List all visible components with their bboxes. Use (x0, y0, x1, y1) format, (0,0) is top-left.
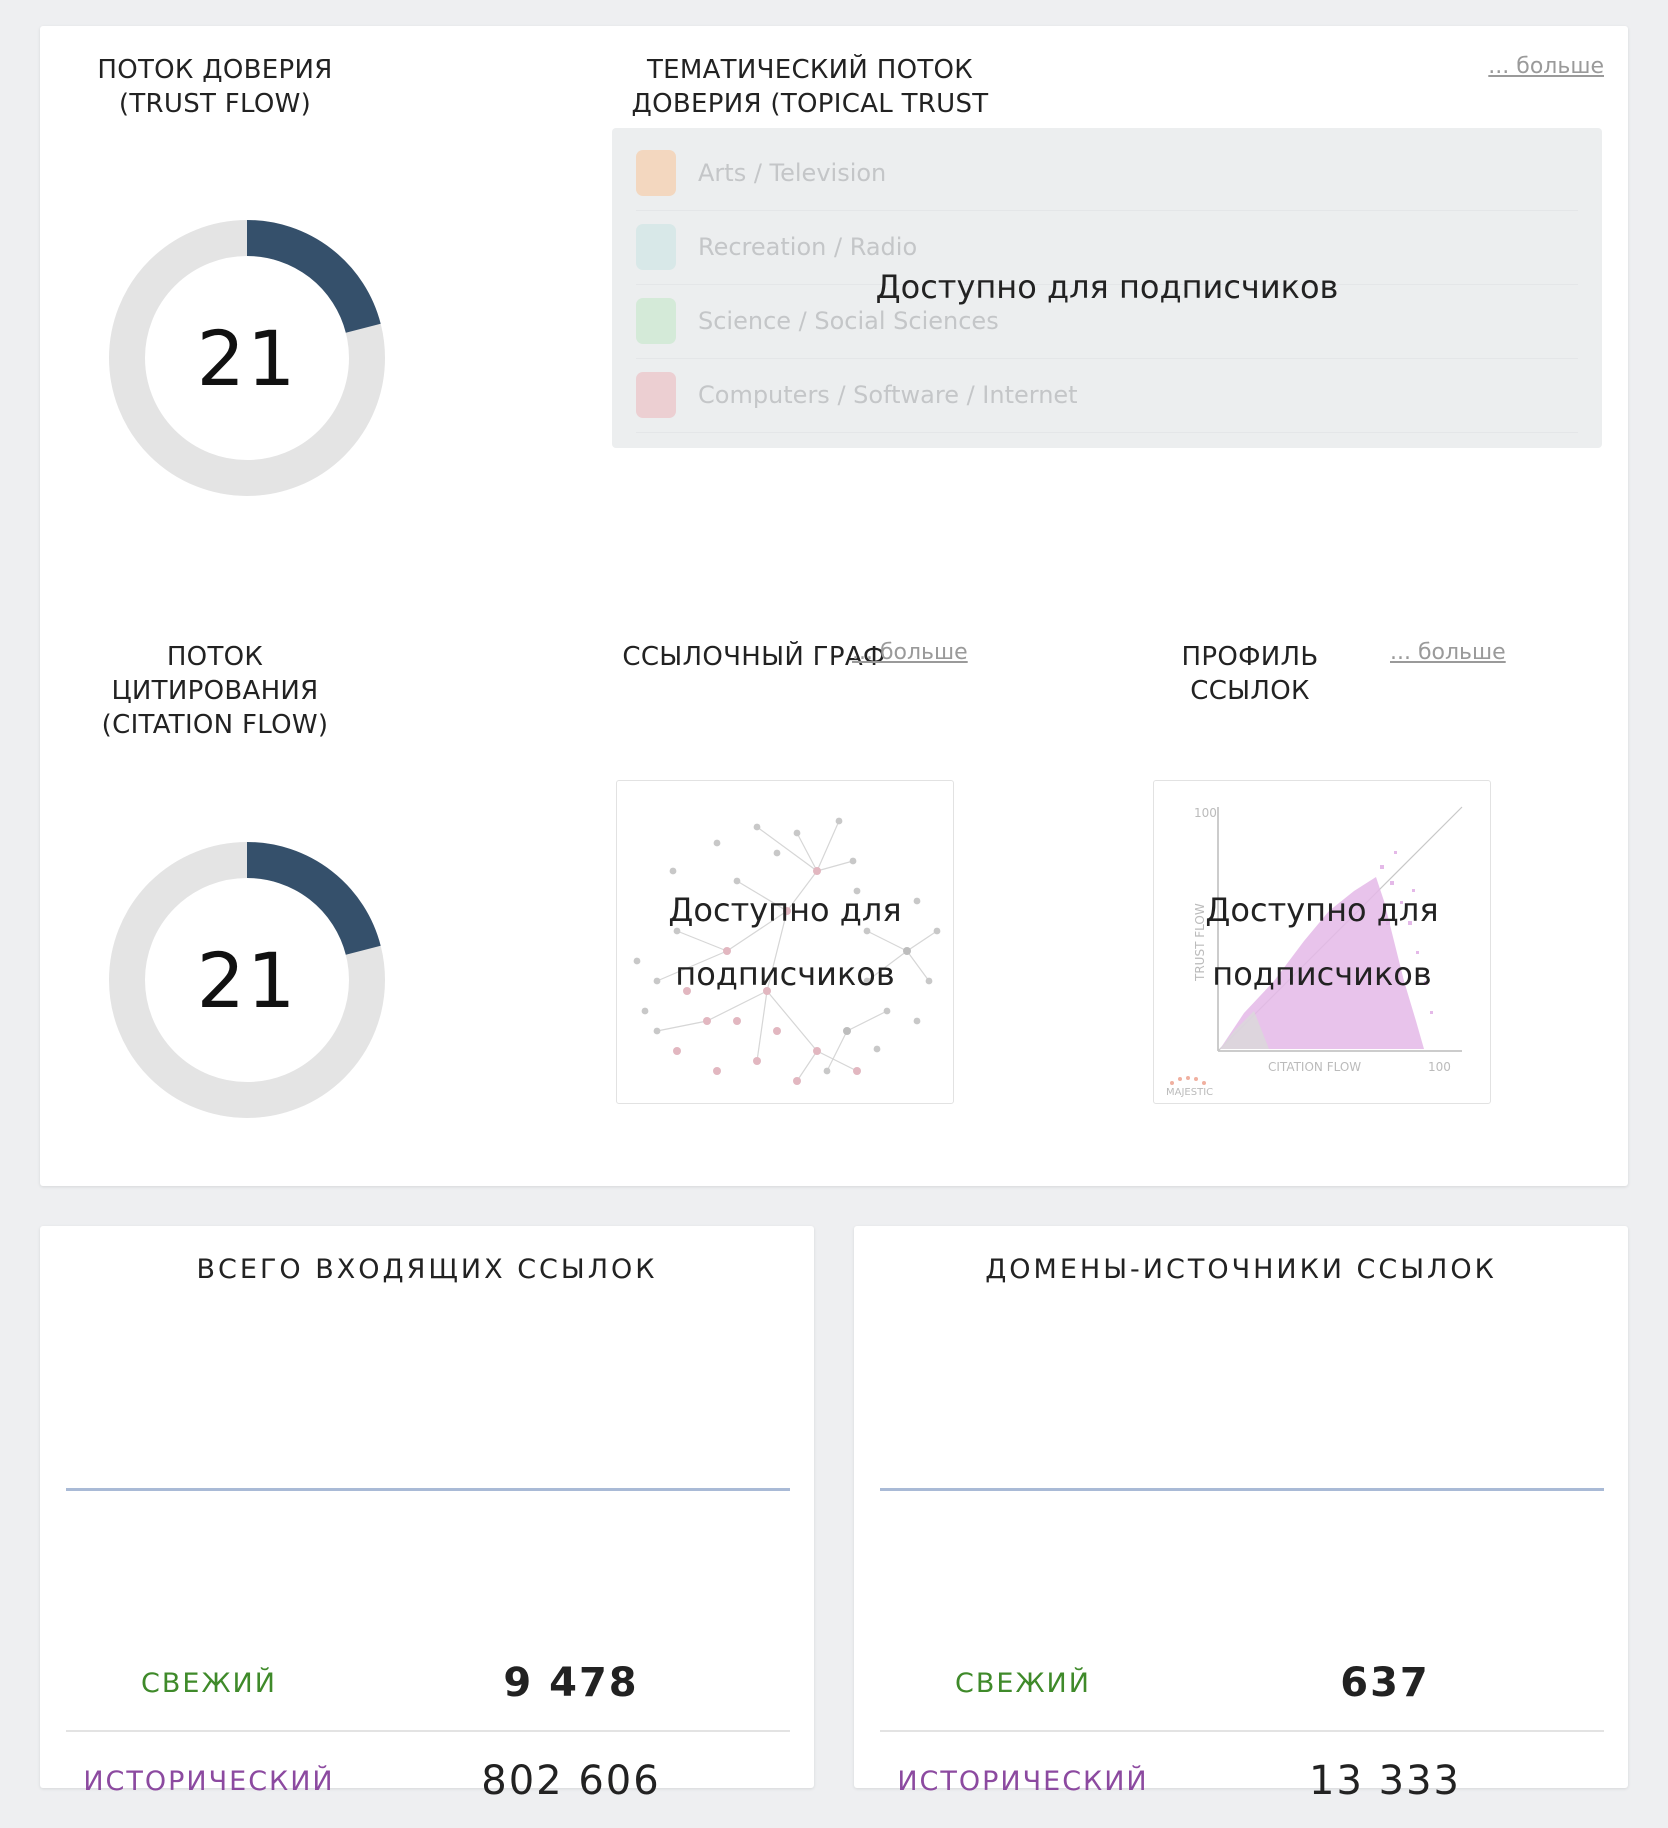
x-axis-label: CITATION FLOW (1268, 1060, 1361, 1074)
link-graph-more-link[interactable]: ... больше (852, 640, 968, 665)
trust-flow-donut: 21 (109, 220, 385, 496)
referring-domains-fresh-row: СВЕЖИЙ 637 (880, 1636, 1604, 1732)
link-profile-locked-message: Доступно для подписчиков (1205, 891, 1439, 993)
backlinks-chart-line (66, 1488, 790, 1491)
link-profile-image: 100 100 CITATION FLOW TRUST FLOW MAJESTI… (1166, 806, 1463, 1098)
trust-flow-gauge (109, 220, 385, 496)
majestic-logo: MAJESTIC (1166, 1087, 1213, 1098)
citation-flow-donut: 21 (109, 842, 385, 1118)
topic-swatch (636, 372, 676, 418)
referring-domains-fresh-value: 637 (1340, 1660, 1430, 1706)
topic-row: Recreation / Radio (636, 210, 1578, 285)
citation-flow-title: ПОТОК ЦИТИРОВАНИЯ (CITATION FLOW) (101, 642, 329, 740)
topic-label: Recreation / Radio (698, 233, 918, 261)
topic-swatch (636, 150, 676, 196)
link-graph-locked-message: Доступно для подписчиков (668, 891, 902, 993)
topic-label: Computers / Software / Internet (698, 381, 1078, 409)
backlinks-fresh-value: 9 478 (503, 1660, 639, 1706)
citation-flow-value: 21 (196, 935, 298, 1025)
topic-swatch (636, 224, 676, 270)
citation-flow-arc (109, 842, 385, 1118)
link-profile-thumbnail[interactable]: 100 100 CITATION FLOW TRUST FLOW MAJESTI… (1153, 780, 1491, 1104)
link-graph-thumbnail[interactable]: Доступно для подписчиков (616, 780, 954, 1104)
referring-domains-chart-line (880, 1488, 1604, 1491)
topic-label: Science / Social Sciences (698, 307, 999, 335)
x-axis-max-label: 100 (1428, 1060, 1451, 1074)
topical-trust-more-link[interactable]: ... больше (1488, 54, 1604, 79)
historic-label: ИСТОРИЧЕСКИЙ (83, 1765, 335, 1797)
backlinks-historic-value: 802 606 (481, 1758, 661, 1804)
trust-flow-value: 21 (196, 313, 298, 403)
topic-row: Computers / Software / Internet (636, 358, 1578, 433)
y-axis-label: TRUST FLOW (1193, 903, 1207, 982)
backlinks-historic-row: ИСТОРИЧЕСКИЙ 802 606 (66, 1734, 790, 1828)
metrics-card: ПОТОК ДОВЕРИЯ (TRUST FLOW) 21 ТЕМАТИЧЕСК… (40, 26, 1628, 1186)
citation-flow-gauge (109, 842, 385, 1118)
topical-trust-title: ТЕМАТИЧЕСКИЙ ПОТОК ДОВЕРИЯ (TOPICAL TRUS… (631, 55, 989, 119)
link-profile-title: ПРОФИЛЬ ССЫЛОК (1181, 642, 1319, 706)
link-graph-title: ССЫЛОЧНЫЙ ГРАФ (622, 642, 886, 672)
referring-domains-card: ДОМЕНЫ-ИСТОЧНИКИ ССЫЛОК СВЕЖИЙ 637 ИСТОР… (854, 1226, 1628, 1804)
topical-trust-panel: Arts / Television Recreation / Radio Sci… (612, 128, 1602, 448)
y-axis-max-label: 100 (1194, 806, 1217, 820)
topical-trust-locked-message: Доступно для подписчиков (875, 268, 1339, 306)
backlinks-title: ВСЕГО ВХОДЯЩИХ ССЫЛОК (196, 1254, 658, 1285)
link-profile-more-link[interactable]: ... больше (1390, 640, 1506, 665)
backlinks-fresh-row: СВЕЖИЙ 9 478 (66, 1636, 790, 1732)
backlinks-card: ВСЕГО ВХОДЯЩИХ ССЫЛОК СВЕЖИЙ 9 478 ИСТОР… (40, 1226, 814, 1804)
referring-domains-historic-value: 13 333 (1309, 1758, 1461, 1804)
link-graph-image (633, 817, 941, 1085)
referring-domains-title: ДОМЕНЫ-ИСТОЧНИКИ ССЫЛОК (985, 1254, 1497, 1285)
topic-row: Science / Social Sciences (636, 284, 1578, 359)
topic-label: Arts / Television (698, 159, 887, 187)
topic-row: Arts / Television (636, 136, 1578, 211)
fresh-label: СВЕЖИЙ (141, 1667, 277, 1699)
topic-swatch (636, 298, 676, 344)
trust-flow-arc (109, 220, 385, 496)
fresh-label: СВЕЖИЙ (955, 1667, 1091, 1699)
referring-domains-historic-row: ИСТОРИЧЕСКИЙ 13 333 (880, 1734, 1604, 1828)
historic-label: ИСТОРИЧЕСКИЙ (897, 1765, 1149, 1797)
trust-flow-title: ПОТОК ДОВЕРИЯ (TRUST FLOW) (97, 55, 333, 119)
